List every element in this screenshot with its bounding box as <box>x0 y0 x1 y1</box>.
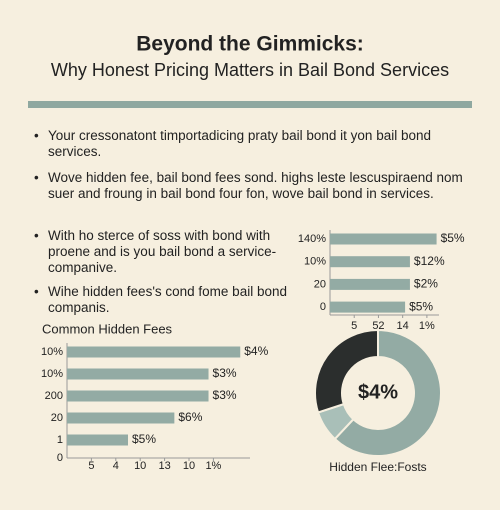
x-tick-label: 10 <box>134 460 146 472</box>
title: Beyond the Gimmicks: <box>136 33 364 56</box>
value-label: $6% <box>178 410 202 424</box>
value-label: $12% <box>414 254 445 268</box>
x-tick-label: 14 <box>397 320 409 332</box>
bullet: With ho sterce of soss with bond with pr… <box>34 228 308 276</box>
value-label: $5% <box>132 432 156 446</box>
y-tick-label: 10% <box>304 256 326 268</box>
divider <box>28 101 472 108</box>
x-tick-label: 10 <box>183 460 195 472</box>
x-tick-label: 1% <box>205 460 221 472</box>
bar <box>330 256 410 268</box>
center-label: $4% <box>358 381 398 403</box>
y-tick-label: 1 <box>57 434 63 446</box>
pie-caption: Hidden Flee:Fosts <box>329 460 426 474</box>
bullet: Wihe hidden fees's cond fome bail bond c… <box>34 284 308 316</box>
value-label: $5% <box>409 299 433 313</box>
y-tick-label: 10% <box>41 346 63 358</box>
bar <box>67 412 175 424</box>
donut-segment <box>333 328 442 457</box>
donut-segment <box>314 328 379 414</box>
bar <box>330 301 406 313</box>
x-tick-label: 5 <box>88 460 94 472</box>
x-tick-label: 1% <box>419 320 435 332</box>
bullet: Wove hidden fee, bail bond fees sond. hi… <box>34 170 468 202</box>
value-label: $2% <box>414 277 438 291</box>
x-tick-label: 13 <box>158 460 170 472</box>
value-label: $5% <box>441 231 465 245</box>
y-tick-label: 0 <box>320 301 326 313</box>
chart-title: Common Hidden Fees <box>42 321 173 336</box>
bar <box>330 233 437 245</box>
x-tick-label: 4 <box>113 460 119 472</box>
bar <box>67 368 209 380</box>
bullet: Your cressonatont timportadicing praty b… <box>34 128 468 160</box>
y-tick-label: 200 <box>45 390 63 402</box>
bar <box>330 278 410 290</box>
x-tick-label: 52 <box>372 320 384 332</box>
y-tick-label: 20 <box>51 412 63 424</box>
subtitle: Why Honest Pricing Matters in Bail Bond … <box>51 60 449 80</box>
bar <box>67 346 241 358</box>
value-label: $4% <box>244 344 268 358</box>
y-tick-label: 10% <box>41 368 63 380</box>
x-tick-label: 5 <box>351 320 357 332</box>
value-label: $3% <box>213 366 237 380</box>
bar <box>67 434 128 446</box>
value-label: $3% <box>213 388 237 402</box>
origin-label: 0 <box>57 452 63 464</box>
bar <box>67 390 209 402</box>
y-tick-label: 20 <box>314 278 326 290</box>
